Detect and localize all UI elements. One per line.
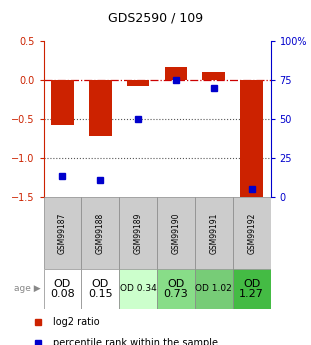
Text: GSM99190: GSM99190 [171, 212, 180, 254]
Bar [89, 80, 112, 136]
Text: GSM99188: GSM99188 [96, 212, 105, 254]
Text: GSM99189: GSM99189 [134, 212, 143, 254]
Text: GSM99191: GSM99191 [209, 212, 218, 254]
Bar [119, 269, 157, 309]
Bar [233, 197, 271, 269]
Bar [44, 269, 81, 309]
Bar [81, 197, 119, 269]
Text: OD
0.73: OD 0.73 [164, 278, 188, 299]
Bar [202, 72, 225, 80]
Text: GSM99192: GSM99192 [247, 212, 256, 254]
Text: GSM99187: GSM99187 [58, 212, 67, 254]
Text: GDS2590 / 109: GDS2590 / 109 [108, 11, 203, 24]
Text: OD
0.15: OD 0.15 [88, 278, 113, 299]
Bar [157, 197, 195, 269]
Text: OD 1.02: OD 1.02 [195, 284, 232, 294]
Bar [240, 80, 263, 200]
Bar [127, 80, 150, 86]
Bar [157, 269, 195, 309]
Bar [119, 197, 157, 269]
Text: age ▶: age ▶ [14, 284, 40, 294]
Bar [195, 197, 233, 269]
Text: OD 0.34: OD 0.34 [120, 284, 156, 294]
Text: percentile rank within the sample: percentile rank within the sample [53, 338, 218, 345]
Bar [233, 269, 271, 309]
Bar [81, 269, 119, 309]
Text: log2 ratio: log2 ratio [53, 317, 99, 327]
Text: OD
1.27: OD 1.27 [239, 278, 264, 299]
Bar [195, 269, 233, 309]
Bar [165, 67, 187, 80]
Bar [44, 197, 81, 269]
Bar [51, 80, 74, 125]
Text: OD
0.08: OD 0.08 [50, 278, 75, 299]
